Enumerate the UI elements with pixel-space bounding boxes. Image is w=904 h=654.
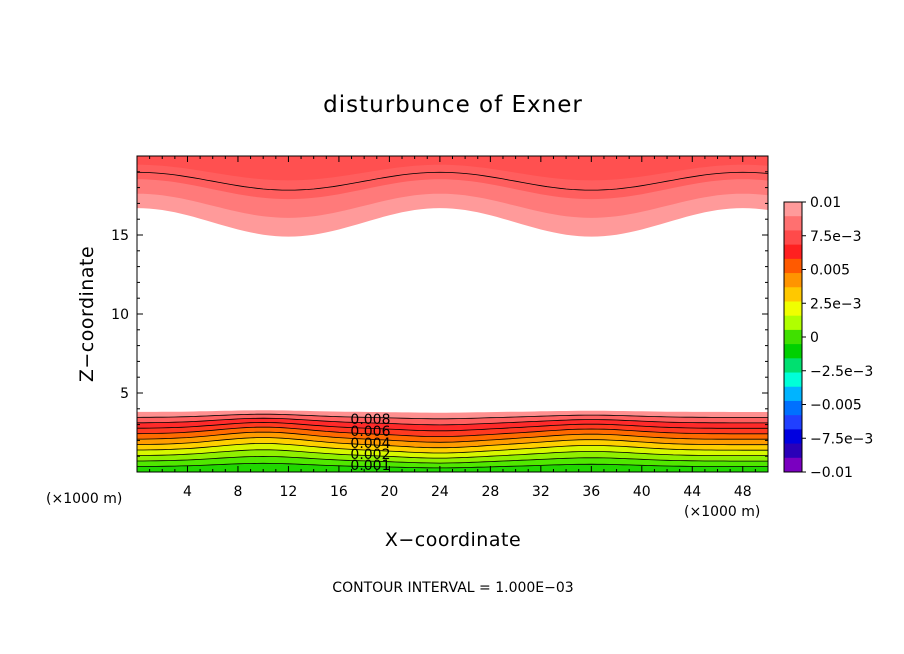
x-tick-label: 20 bbox=[380, 484, 398, 500]
upper-band bbox=[137, 156, 768, 181]
lower-contour-line bbox=[137, 443, 768, 454]
colorbar-swatch bbox=[784, 216, 802, 231]
lower-band bbox=[137, 456, 768, 468]
lower-band bbox=[137, 432, 768, 448]
colorbar-swatch bbox=[784, 429, 802, 445]
x-unit-label-right: (×1000 m) bbox=[684, 504, 760, 520]
lower-contour-line bbox=[137, 462, 768, 469]
x-tick-label: 4 bbox=[183, 484, 192, 500]
colorbar-tick-label: 7.5e−3 bbox=[810, 229, 862, 245]
lower-contour-line bbox=[136, 413, 768, 420]
colorbar-swatch bbox=[784, 329, 802, 345]
colorbar-swatch bbox=[784, 457, 802, 473]
contour-label: 0.006 bbox=[350, 424, 390, 440]
y-tick-label: 15 bbox=[111, 228, 129, 244]
contour-label: 0.002 bbox=[350, 447, 390, 463]
colorbar-tick-label: 0.005 bbox=[810, 263, 850, 279]
lower-band bbox=[137, 422, 768, 437]
x-tick-label: 16 bbox=[330, 484, 348, 500]
lower-band bbox=[137, 418, 768, 431]
colorbar-tick-label: −0.01 bbox=[810, 465, 853, 481]
colorbar-swatch bbox=[784, 315, 802, 331]
colorbar-swatch bbox=[784, 415, 802, 430]
x-tick-label: 32 bbox=[532, 484, 550, 500]
x-tick-label: 24 bbox=[431, 484, 449, 500]
lower-band bbox=[137, 443, 768, 459]
x-tick-label: 8 bbox=[233, 484, 242, 500]
colorbar-swatch bbox=[784, 372, 802, 388]
lower-contour-line bbox=[137, 417, 768, 426]
upper-contour-line bbox=[136, 171, 769, 191]
colorbar-swatch bbox=[784, 358, 802, 374]
y-tick-label: 5 bbox=[120, 386, 129, 402]
lower-band bbox=[137, 410, 768, 419]
lower-contour-line bbox=[137, 431, 768, 443]
lower-band bbox=[137, 449, 768, 464]
contour-label: 0.001 bbox=[350, 458, 390, 474]
chart-title: disturbunce of Exner bbox=[323, 92, 583, 118]
colorbar-swatch bbox=[784, 287, 802, 302]
lower-band bbox=[137, 437, 768, 453]
x-unit-label-left: (×1000 m) bbox=[46, 491, 122, 507]
colorbar-swatch bbox=[784, 400, 802, 416]
lower-band bbox=[137, 463, 768, 472]
y-tick-label: 10 bbox=[111, 307, 129, 323]
contour-interval-note: CONTOUR INTERVAL = 1.000E−03 bbox=[332, 580, 573, 596]
colorbar-swatch bbox=[784, 386, 802, 402]
x-tick-label: 40 bbox=[633, 484, 651, 500]
colorbar-swatch bbox=[784, 301, 802, 317]
colorbar-tick-label: 2.5e−3 bbox=[810, 296, 862, 312]
lower-band bbox=[137, 427, 768, 443]
colorbar-swatch bbox=[784, 244, 802, 260]
colorbar-swatch bbox=[784, 273, 802, 288]
lower-contour-line bbox=[136, 437, 768, 449]
x-tick-label: 44 bbox=[683, 484, 701, 500]
colorbar-swatch bbox=[784, 258, 802, 274]
lower-band bbox=[137, 414, 768, 425]
colorbar-swatch bbox=[784, 443, 802, 459]
colorbar-tick-label: 0.01 bbox=[810, 195, 841, 211]
colorbar-swatch bbox=[784, 344, 802, 359]
x-tick-label: 36 bbox=[582, 484, 600, 500]
colorbar-swatch bbox=[784, 202, 802, 217]
colorbar-tick-label: −2.5e−3 bbox=[810, 364, 873, 380]
x-tick-label: 48 bbox=[734, 484, 752, 500]
lower-contour-line bbox=[137, 422, 768, 432]
x-axis-label: X−coordinate bbox=[385, 529, 521, 551]
colorbar-swatch bbox=[784, 230, 802, 246]
colorbar-tick-label: −0.005 bbox=[810, 398, 862, 414]
colorbar-tick-label: 0 bbox=[810, 330, 819, 346]
plot-area bbox=[136, 156, 769, 472]
x-tick-label: 28 bbox=[481, 484, 499, 500]
contour-label: 0.008 bbox=[350, 412, 390, 428]
x-tick-label: 12 bbox=[280, 484, 298, 500]
lower-contour-line bbox=[136, 426, 768, 437]
colorbar-tick-label: −7.5e−3 bbox=[810, 431, 873, 447]
lower-contour-line bbox=[137, 455, 768, 464]
lower-contour-line bbox=[137, 449, 768, 459]
contour-label: 0.004 bbox=[350, 436, 390, 452]
y-axis-label: Z−coordinate bbox=[76, 246, 98, 382]
colorbar: 0.01 7.5e−3 0.005 2.5e−3 0 −2.5e−3 −0.005 −7.5e… bbox=[783, 195, 873, 481]
